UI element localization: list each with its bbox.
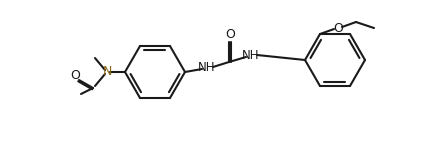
Text: NH: NH [242, 50, 259, 63]
Text: NH: NH [198, 61, 215, 75]
Text: O: O [70, 69, 80, 82]
Text: N: N [102, 66, 111, 78]
Text: O: O [332, 21, 342, 34]
Text: O: O [224, 28, 234, 42]
